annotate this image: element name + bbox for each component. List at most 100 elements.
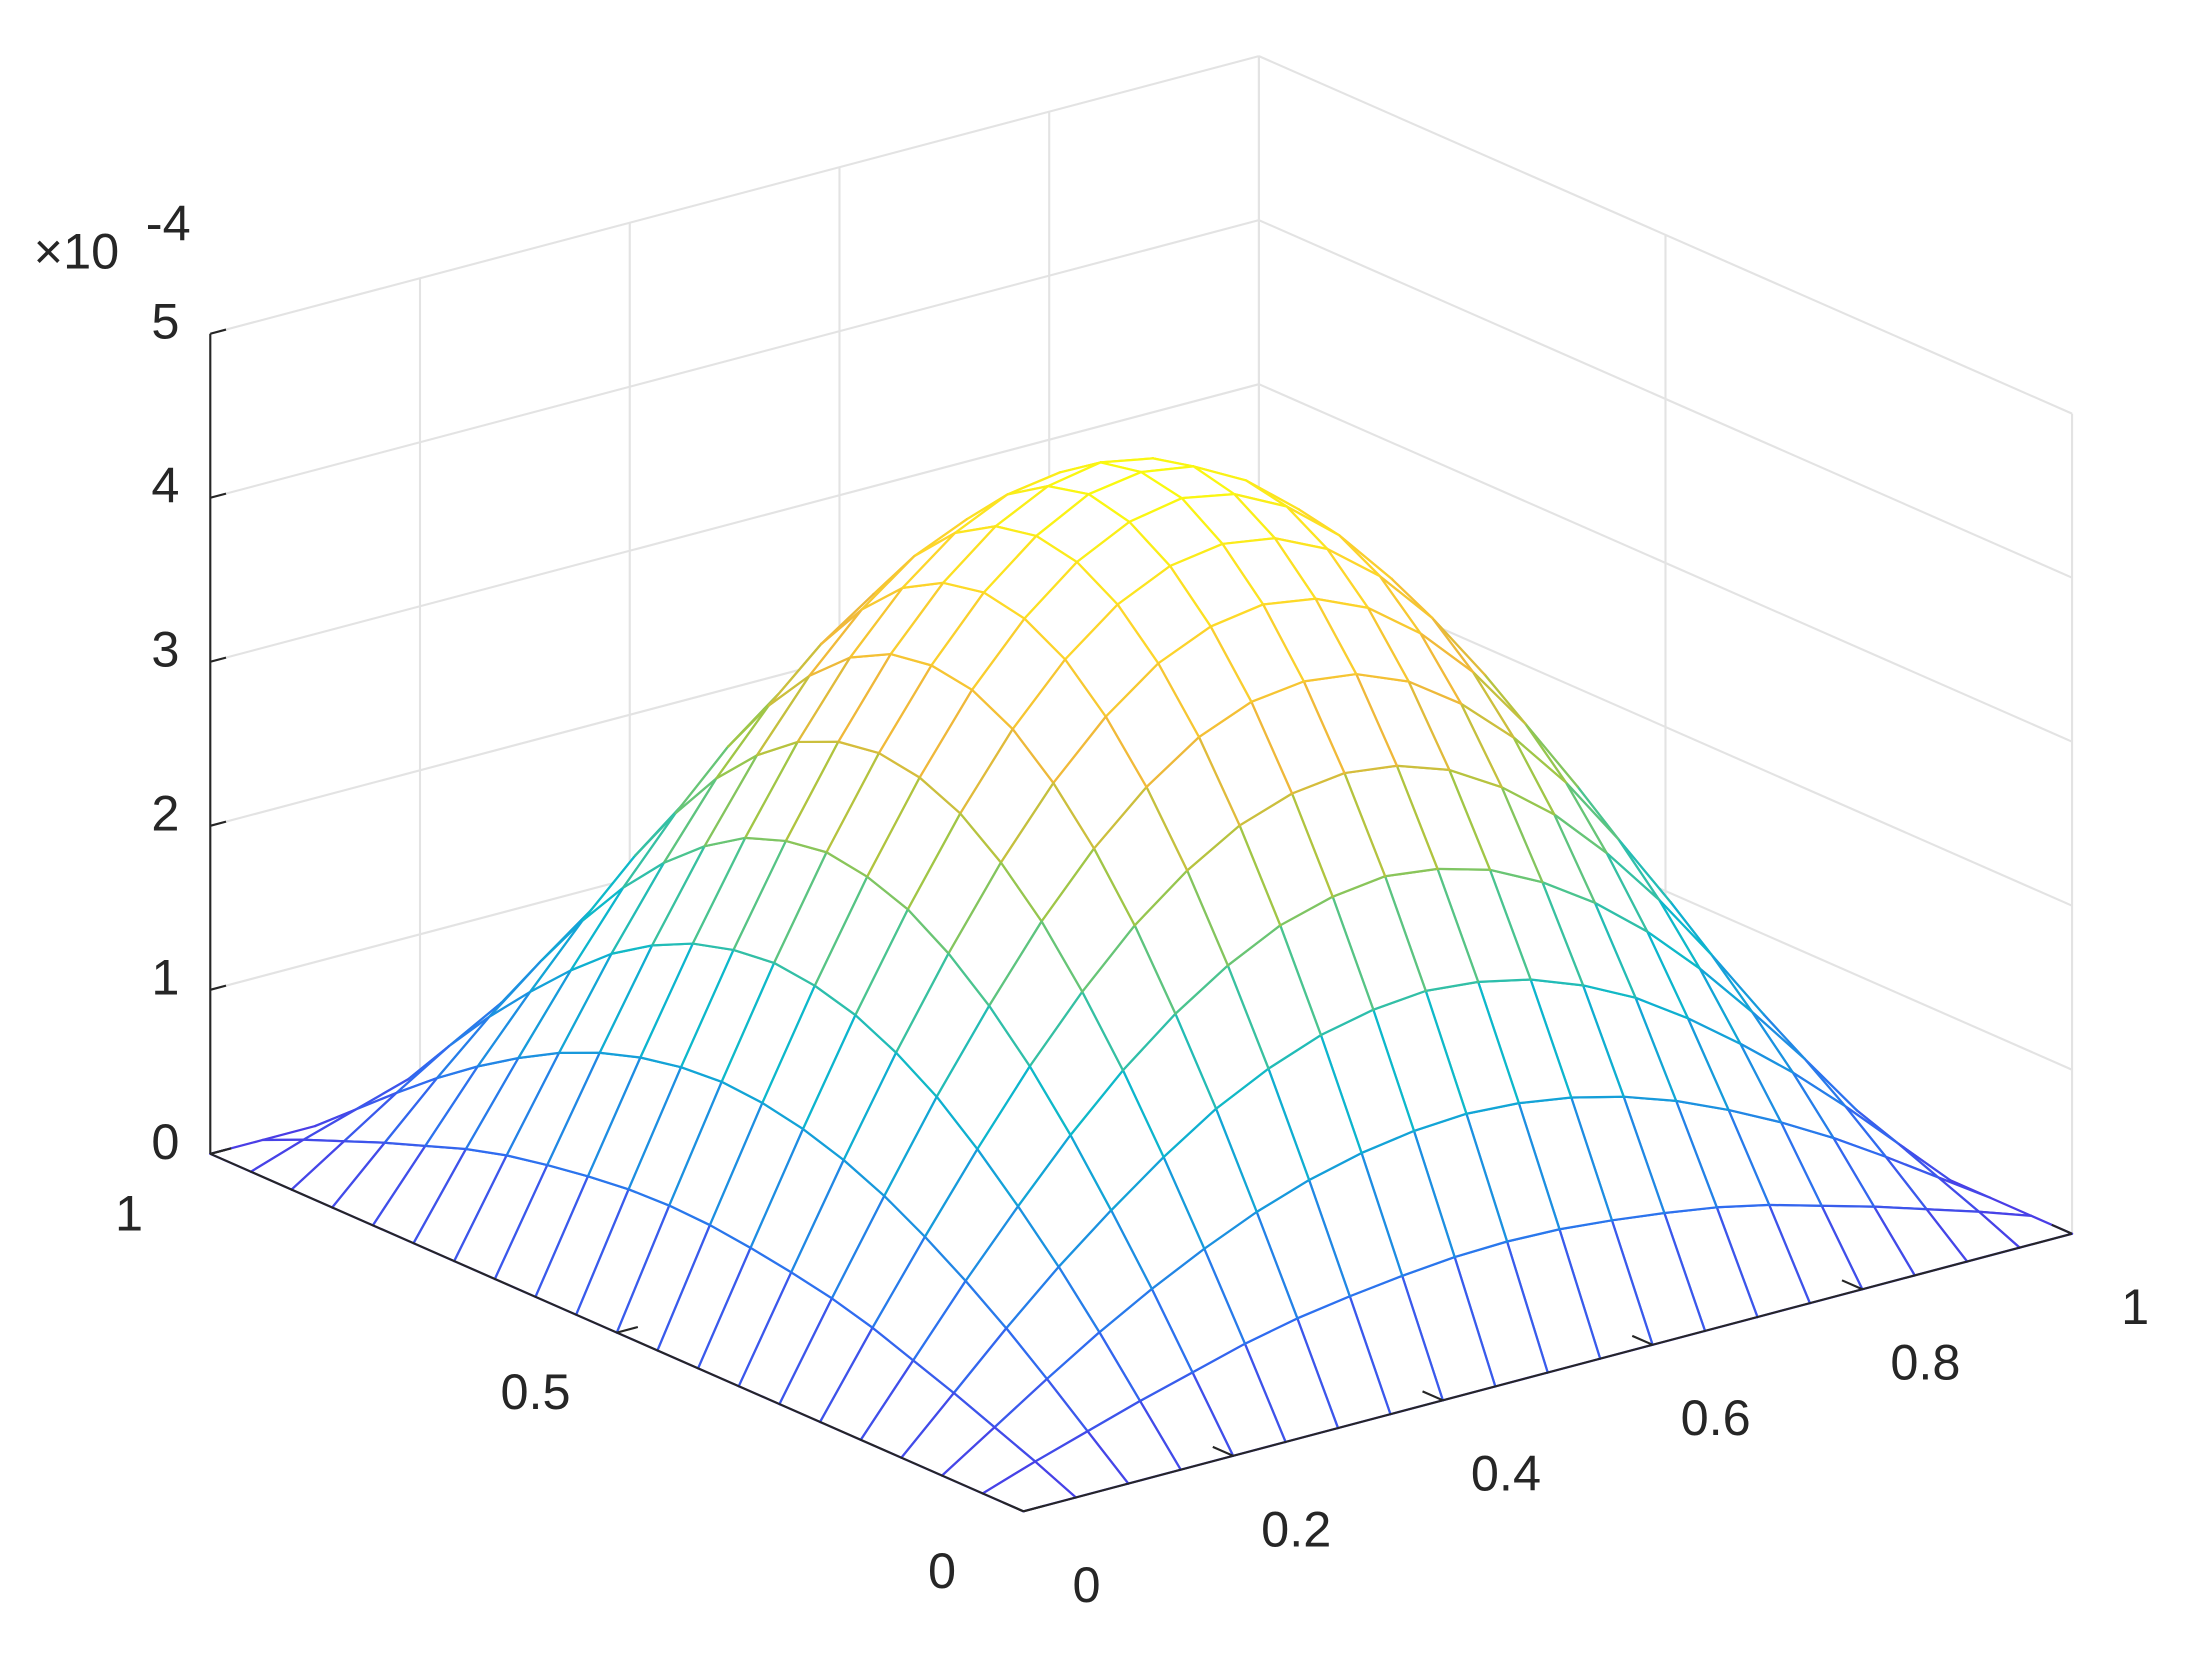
mesh-edge bbox=[1255, 1178, 1311, 1214]
mesh-edge bbox=[1145, 735, 1201, 789]
mesh-edge bbox=[1698, 967, 1742, 1045]
mesh-edge bbox=[952, 1391, 996, 1429]
y-tick bbox=[616, 1326, 639, 1334]
mesh-face bbox=[965, 1206, 1059, 1329]
mesh-edge bbox=[1087, 470, 1143, 496]
mesh-edge bbox=[1355, 672, 1398, 767]
mesh-edge bbox=[1820, 1204, 1876, 1208]
mesh-edge bbox=[784, 740, 840, 843]
mesh-edge bbox=[894, 952, 950, 1054]
mesh-face bbox=[826, 753, 920, 877]
mesh-face bbox=[1635, 997, 1729, 1110]
mesh-edge bbox=[639, 942, 694, 1059]
mesh-edge bbox=[1337, 534, 1381, 578]
mesh-edge bbox=[1226, 924, 1282, 967]
mesh-edge bbox=[1238, 824, 1282, 927]
mesh-face bbox=[262, 1109, 356, 1140]
x-tick-label: 0.6 bbox=[1681, 1389, 1751, 1446]
mesh-edge bbox=[1383, 875, 1427, 992]
mesh-face bbox=[1413, 1113, 1508, 1258]
mesh-face bbox=[902, 526, 996, 588]
mesh-face bbox=[721, 962, 815, 1103]
mesh-face bbox=[1315, 598, 1409, 682]
mesh-edge bbox=[488, 990, 532, 1018]
mesh-face bbox=[1781, 1122, 1875, 1207]
mesh-edge bbox=[1663, 1206, 1718, 1215]
mesh-edge bbox=[889, 581, 945, 656]
mesh-edge bbox=[866, 776, 921, 878]
mesh-face bbox=[1111, 1157, 1205, 1289]
mesh-edge bbox=[1064, 658, 1107, 718]
mesh-face bbox=[652, 837, 746, 946]
mesh-edge bbox=[981, 1460, 1037, 1495]
mesh-edge bbox=[720, 1080, 764, 1105]
mesh-edge bbox=[534, 1175, 590, 1298]
mesh-edge bbox=[947, 861, 1003, 955]
mesh-face bbox=[762, 985, 856, 1129]
mesh-edge bbox=[1541, 881, 1585, 987]
mesh-edge bbox=[1028, 1065, 1072, 1137]
z-tick-label: 3 bbox=[151, 621, 179, 678]
mesh-edge bbox=[1331, 875, 1387, 898]
mesh-face bbox=[791, 1159, 885, 1299]
mesh-edge bbox=[819, 1326, 874, 1424]
mesh-edge bbox=[622, 811, 677, 889]
mesh-edge bbox=[1622, 1095, 1666, 1215]
mesh-face bbox=[972, 618, 1066, 730]
mesh-face bbox=[1583, 985, 1677, 1101]
mesh-edge bbox=[1564, 781, 1608, 855]
mesh-edge bbox=[784, 839, 828, 854]
mesh-face bbox=[1659, 899, 1753, 1012]
mesh-edge bbox=[383, 1141, 427, 1147]
mesh-edge bbox=[1529, 978, 1585, 987]
mesh-edge bbox=[837, 652, 892, 743]
mesh-face bbox=[1297, 1296, 1391, 1429]
mesh-edge bbox=[1412, 1112, 1468, 1133]
mesh-edge bbox=[727, 704, 770, 748]
mesh-edge bbox=[622, 861, 666, 889]
mesh-edge bbox=[1168, 542, 1224, 568]
mesh-edge bbox=[918, 776, 962, 815]
mesh-face bbox=[1821, 1205, 1915, 1290]
mesh-face bbox=[1792, 1072, 1886, 1157]
mesh-edge bbox=[1925, 1208, 1981, 1213]
mesh-face bbox=[396, 1016, 490, 1093]
mesh-edge bbox=[906, 812, 962, 911]
mesh-edge bbox=[1180, 497, 1224, 546]
mesh-face bbox=[1769, 1204, 1863, 1304]
mesh-edge bbox=[1872, 1205, 1928, 1211]
mesh-edge bbox=[959, 812, 1003, 864]
mesh-face bbox=[913, 1280, 1007, 1393]
mesh-face bbox=[332, 1142, 426, 1226]
mesh-edge bbox=[1011, 727, 1055, 785]
mesh-face bbox=[936, 1005, 1030, 1150]
mesh-edge bbox=[453, 1154, 508, 1263]
mesh-edge bbox=[1285, 505, 1341, 537]
mesh-edge bbox=[1307, 1151, 1363, 1182]
mesh-edge bbox=[1343, 764, 1398, 775]
mesh-edge bbox=[1989, 1196, 2033, 1218]
mesh-edge bbox=[877, 664, 933, 755]
mesh-edge bbox=[1395, 764, 1451, 772]
mesh-face bbox=[681, 949, 775, 1082]
mesh-edge bbox=[982, 591, 1026, 620]
mesh-edge bbox=[970, 617, 1026, 691]
mesh-edge bbox=[1016, 1205, 1060, 1268]
y-tick-label: 0.5 bbox=[500, 1363, 570, 1420]
mesh-edge bbox=[639, 1056, 683, 1069]
mesh-edge bbox=[1046, 485, 1090, 496]
mesh-edge bbox=[842, 1051, 898, 1162]
y-axis-line bbox=[209, 1152, 1024, 1513]
mesh-edge bbox=[1331, 895, 1375, 1011]
mesh-edge bbox=[1465, 1102, 1520, 1115]
mesh-edge bbox=[801, 1013, 857, 1131]
mesh-edge bbox=[464, 1056, 520, 1151]
mesh-face bbox=[1292, 773, 1386, 897]
mesh-face bbox=[1361, 1130, 1455, 1276]
mesh-edge bbox=[1343, 771, 1387, 878]
mesh-face bbox=[1728, 1109, 1822, 1206]
mesh-edge bbox=[1255, 1210, 1299, 1320]
x-tick bbox=[1631, 1334, 1654, 1346]
mesh-face bbox=[879, 665, 973, 778]
mesh-edge bbox=[1360, 1151, 1404, 1277]
